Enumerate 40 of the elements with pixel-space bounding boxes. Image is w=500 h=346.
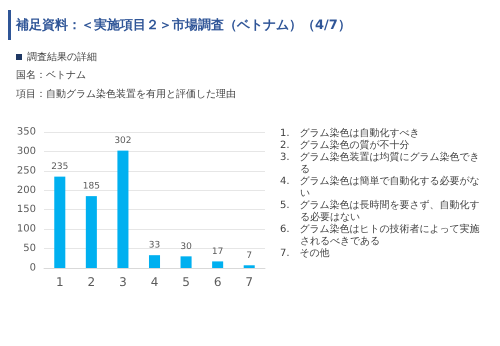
y-tick-label: 200 bbox=[16, 184, 36, 196]
chart-title: 補足資料：＜実施項目２＞市場調査（ベトナム）（4/7） bbox=[16, 16, 351, 34]
data-label: 235 bbox=[51, 162, 68, 172]
text: 3. グラム染色装置は均質にグラム染色できる bbox=[280, 152, 481, 176]
text: 4. グラム染色は簡単で自動化する必要がない bbox=[280, 176, 481, 200]
data-label: 185 bbox=[82, 182, 100, 192]
bar bbox=[54, 176, 66, 268]
data-label: 33 bbox=[148, 240, 160, 251]
chart-subtitle: 調査結果の詳細 bbox=[27, 50, 97, 64]
text: 国名：ベトナム bbox=[16, 69, 86, 82]
x-tick-label: 1 bbox=[56, 275, 64, 289]
bar bbox=[86, 196, 97, 268]
x-tick-label: 2 bbox=[88, 275, 96, 289]
text: 7. その他 bbox=[280, 248, 331, 260]
text: 2. グラム染色の質が不十分 bbox=[280, 140, 411, 152]
bar bbox=[148, 255, 160, 268]
x-tick-label: 5 bbox=[182, 275, 190, 289]
y-tick-label: 0 bbox=[30, 262, 36, 274]
data-label: 17 bbox=[212, 246, 224, 257]
data-label: 7 bbox=[246, 250, 252, 261]
x-tick-label: 7 bbox=[245, 275, 254, 289]
y-tick-label: 50 bbox=[23, 243, 36, 254]
bar bbox=[212, 261, 224, 268]
bar bbox=[180, 256, 192, 268]
text: 6. グラム染色はヒトの技術者によって実施されるべきである bbox=[280, 224, 481, 248]
x-tick-label: 6 bbox=[214, 275, 222, 289]
text: 項目：自動グラム染色装置を有用と評価した理由 bbox=[16, 88, 236, 101]
data-label: 302 bbox=[114, 136, 132, 146]
text: 5. グラム染色は長時間を要さず、自動化する必要はない bbox=[280, 200, 481, 224]
y-tick-label: 150 bbox=[16, 204, 36, 216]
y-tick-label: 350 bbox=[16, 126, 36, 138]
x-tick-label: 4 bbox=[150, 275, 158, 289]
text: 1. グラム染色は自動化すべき bbox=[280, 128, 421, 140]
bar bbox=[117, 150, 128, 268]
y-tick-label: 300 bbox=[16, 146, 36, 157]
bar bbox=[244, 265, 255, 268]
x-tick-label: 3 bbox=[119, 275, 127, 289]
y-tick-label: 250 bbox=[16, 165, 36, 176]
data-label: 30 bbox=[180, 242, 192, 252]
y-tick-label: 100 bbox=[16, 224, 36, 235]
